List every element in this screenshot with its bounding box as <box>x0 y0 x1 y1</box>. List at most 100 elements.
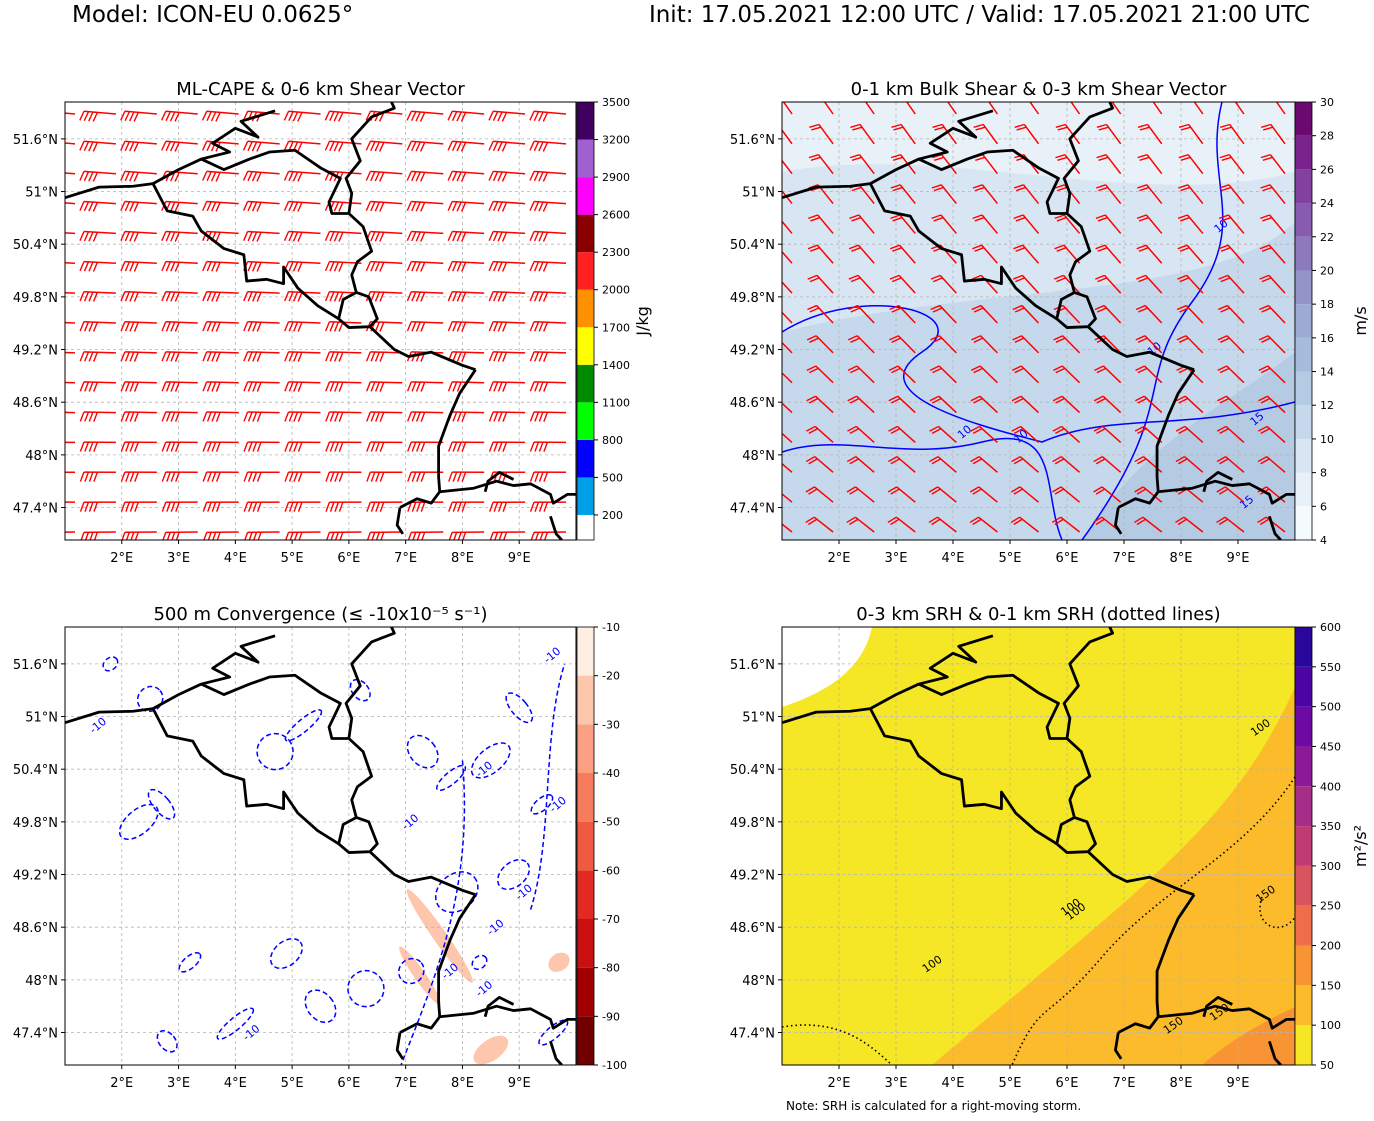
colorbar-segment <box>1295 236 1312 271</box>
colorbar-tick-label: -80 <box>602 962 620 975</box>
wind-barb <box>928 486 957 503</box>
wind-barb <box>161 351 198 362</box>
wind-barb <box>65 142 76 145</box>
country-border <box>1117 1004 1295 1034</box>
lon-tick-label: 7°E <box>394 551 417 566</box>
lat-tick-label: 48°N <box>742 449 775 464</box>
wind-barb <box>970 395 998 414</box>
wind-barb <box>1193 102 1204 115</box>
wind-barb <box>808 214 834 234</box>
country-border <box>1055 212 1097 329</box>
wind-barb <box>365 170 403 182</box>
wind-barb <box>929 425 957 443</box>
lat-tick-label: 49.8°N <box>13 291 58 306</box>
colorbar-tick-label: 24 <box>1320 197 1334 210</box>
wind-barb <box>889 335 916 354</box>
convergence-contour <box>178 952 202 973</box>
lon-tick-label: 8°E <box>451 1076 474 1091</box>
colorbar-segment <box>577 177 594 215</box>
convergence-contour <box>349 678 371 702</box>
wind-barb <box>162 531 198 540</box>
colorbar-segment <box>1295 438 1312 473</box>
colorbar-tick-label: 20 <box>1320 264 1334 277</box>
wind-barb <box>243 381 280 392</box>
lat-tick-label: 51°N <box>742 711 775 726</box>
wind-barb <box>1093 456 1122 473</box>
lon-tick-label: 6°E <box>337 1076 360 1091</box>
colorbar-segment <box>577 252 594 290</box>
wind-barb <box>1178 123 1204 145</box>
wind-barb <box>325 441 362 452</box>
wind-barb <box>283 230 321 242</box>
wind-barb <box>1258 335 1286 354</box>
lon-tick-label: 2°E <box>828 1076 851 1091</box>
wind-barb <box>529 290 567 302</box>
convergence-contour <box>529 663 566 910</box>
country-border <box>151 182 340 320</box>
wind-barb <box>1052 395 1081 414</box>
colorbar-tick-label: 28 <box>1320 130 1334 143</box>
wind-barb <box>406 170 444 182</box>
wind-barb <box>887 486 916 503</box>
country-border <box>1268 515 1282 540</box>
wind-barb <box>1259 274 1286 294</box>
lon-tick-label: 2°E <box>110 551 133 566</box>
wind-barb <box>1234 102 1245 115</box>
wind-barb <box>366 411 403 422</box>
wind-barb <box>161 260 198 272</box>
wind-barb <box>324 230 362 242</box>
lon-tick-label: 6°E <box>1056 1076 1079 1091</box>
lat-tick-label: 50.4°N <box>13 763 58 778</box>
wind-barb <box>782 523 793 533</box>
wind-barb <box>202 441 239 452</box>
wind-barb <box>1052 486 1081 503</box>
wind-barb <box>1013 244 1040 264</box>
wind-barb <box>488 411 526 422</box>
wind-barb <box>891 123 916 145</box>
colorbar-segment <box>577 514 594 540</box>
convergence-contour <box>256 732 294 771</box>
colorbar-segment <box>577 402 594 440</box>
wind-barb <box>65 351 76 354</box>
wind-barb <box>65 531 76 533</box>
country-border <box>344 102 396 214</box>
convergence-contour <box>102 656 119 672</box>
colorbar: -10 -20 -30 -40 -50 -60 -70 -80 -90 -100 <box>576 621 627 1072</box>
wind-barb <box>1014 123 1040 145</box>
wind-barb <box>807 304 834 324</box>
wind-barb <box>365 140 403 152</box>
wind-barb <box>79 471 116 482</box>
wind-barb <box>1011 365 1040 384</box>
wind-barb <box>782 402 793 414</box>
wind-barb <box>1012 274 1040 294</box>
wind-barb <box>1219 184 1245 205</box>
wind-barb <box>243 230 280 242</box>
colorbar-tick-label: 800 <box>602 434 623 447</box>
lon-tick-label: 9°E <box>1227 1076 1250 1091</box>
lat-tick-label: 51°N <box>742 186 775 201</box>
wind-barb <box>1217 365 1245 384</box>
country-border <box>437 368 477 492</box>
wind-barb <box>447 110 485 122</box>
wind-barb <box>79 381 116 392</box>
convergence-contour <box>505 692 534 724</box>
lon-tick-label: 4°E <box>224 551 247 566</box>
colorbar-segment <box>577 627 594 676</box>
colorbar-segment <box>1295 905 1312 946</box>
wind-barb <box>202 290 239 302</box>
colorbar-tick-label: 200 <box>602 509 623 522</box>
wind-barb <box>283 110 321 122</box>
colorbar-segment <box>1295 169 1312 204</box>
wind-barb <box>244 531 280 540</box>
wind-barb <box>808 153 834 175</box>
wind-barb <box>407 411 444 422</box>
wind-barb <box>1175 456 1204 473</box>
wind-barb <box>161 290 198 302</box>
lon-tick-label: 7°E <box>1113 1076 1136 1091</box>
wind-barb <box>1176 335 1204 354</box>
colorbar-tick-label: 350 <box>1320 820 1341 833</box>
map-frame <box>64 101 577 541</box>
wind-barb <box>529 200 567 212</box>
panel-title: 0-3 km SRH & 0-1 km SRH (dotted lines) <box>856 604 1220 625</box>
